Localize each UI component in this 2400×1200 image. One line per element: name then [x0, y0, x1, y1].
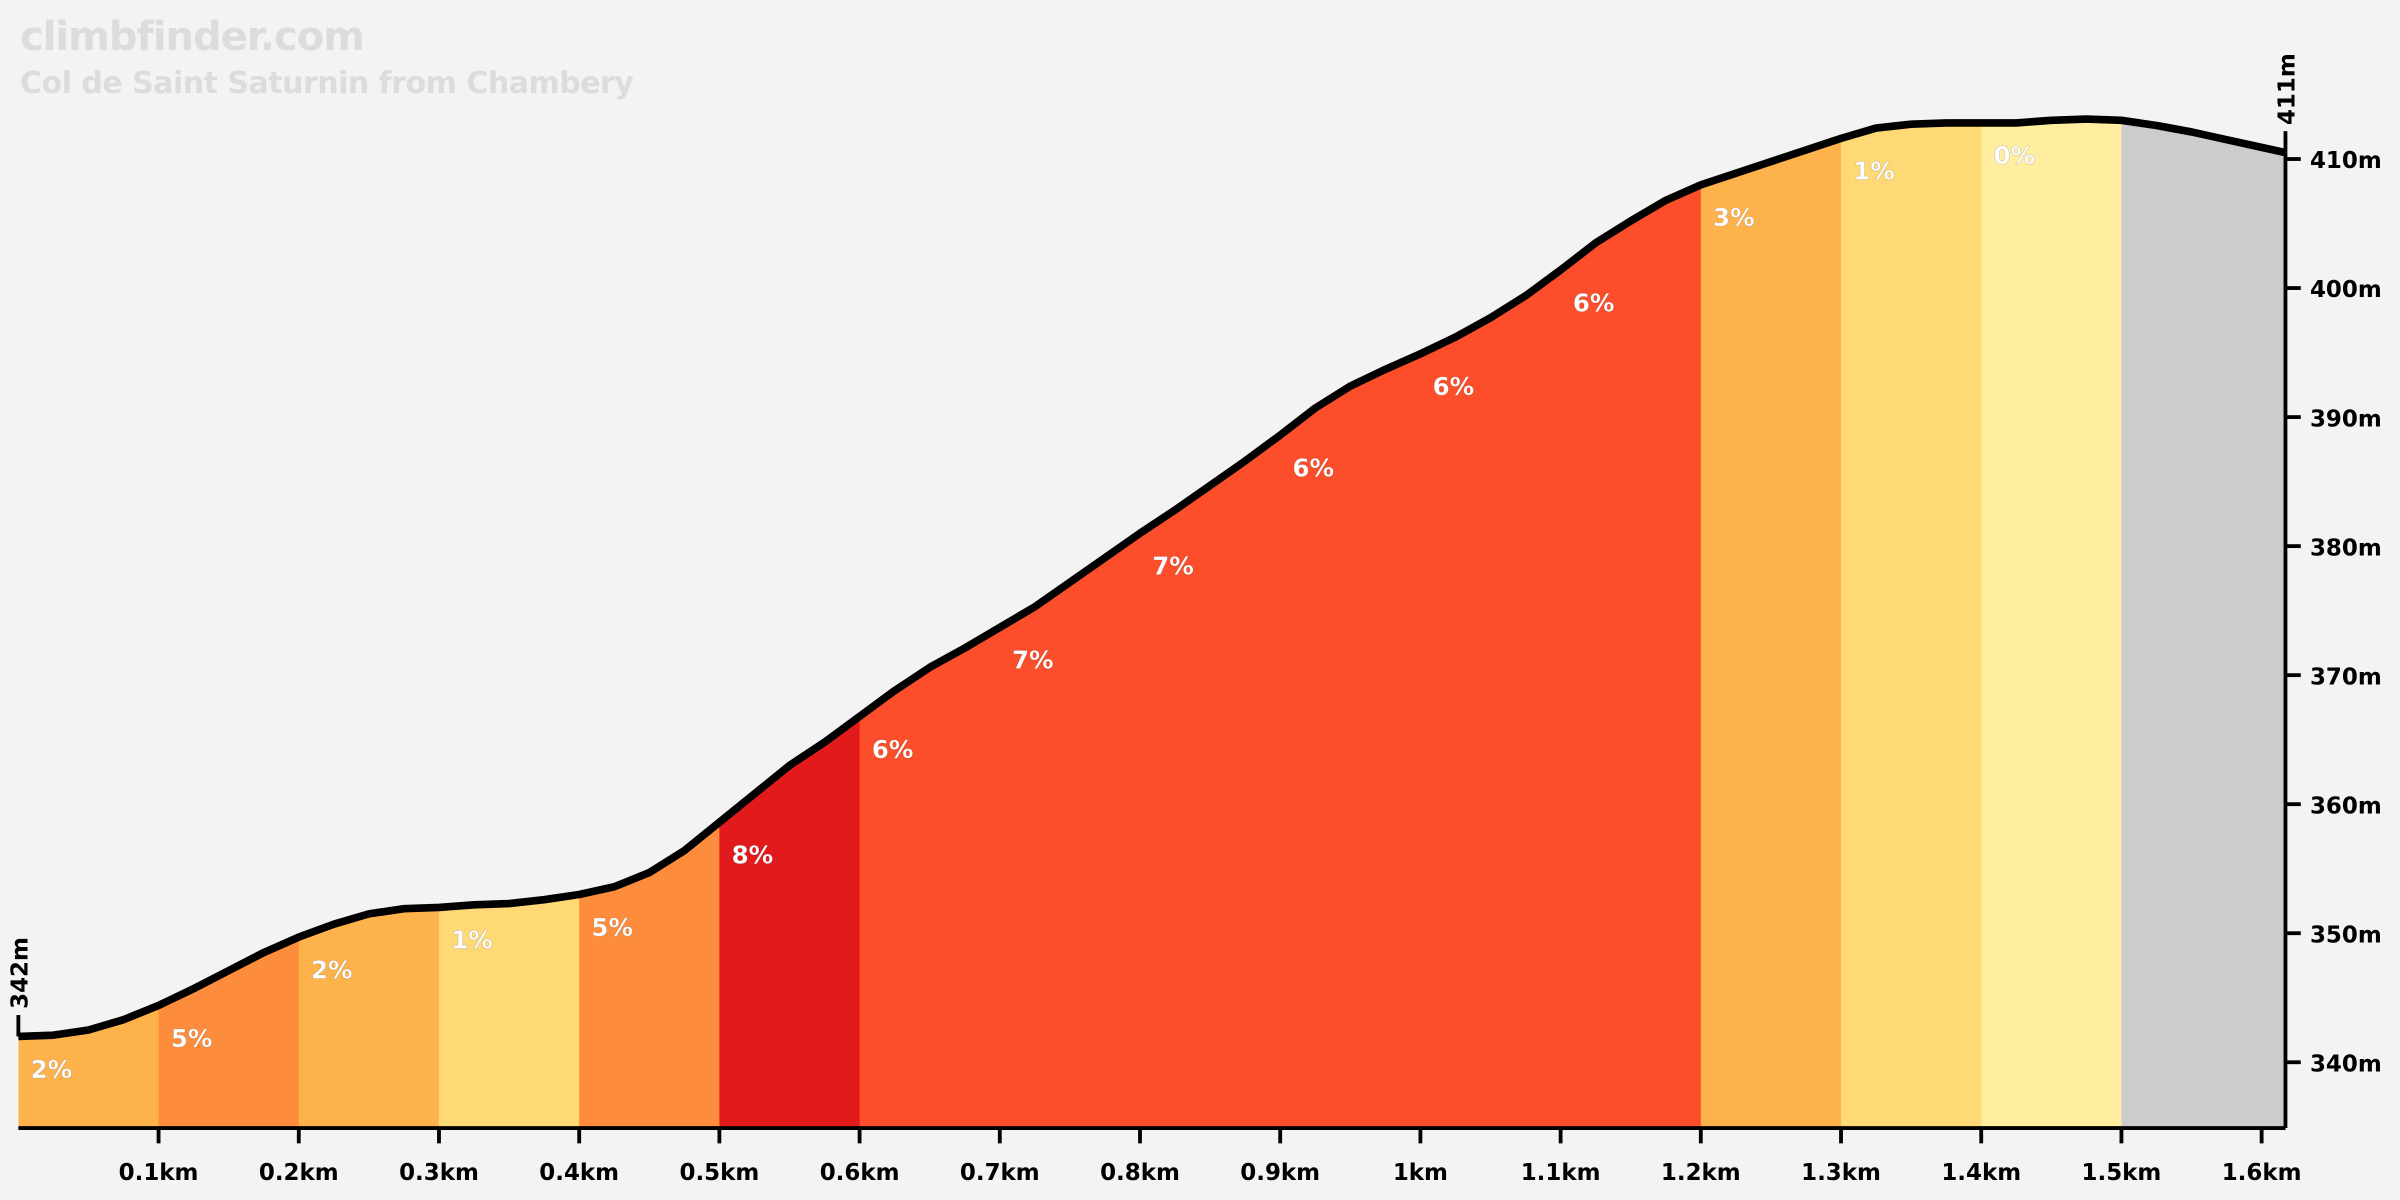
x-tick-label: 1.1km: [1521, 1160, 1601, 1186]
gradient-label: 0%: [1993, 141, 2035, 170]
gradient-label: 2%: [31, 1055, 73, 1084]
gradient-label: 6%: [872, 735, 914, 764]
gradient-segment: [1981, 119, 2123, 1129]
gradient-label: 6%: [1573, 288, 1615, 317]
gradient-segment: [2121, 119, 2286, 1129]
gradient-segment: [999, 119, 1141, 1129]
y-tick-label: 410m: [2310, 148, 2382, 174]
gradient-label: 6%: [1292, 453, 1334, 482]
gradient-label: 5%: [591, 913, 633, 942]
x-tick-label: 1.3km: [1801, 1160, 1881, 1186]
y-tick-label: 350m: [2310, 922, 2382, 948]
gradient-segment: [1841, 119, 1982, 1129]
x-tick-label: 0.6km: [820, 1160, 900, 1186]
y-tick-label: 360m: [2310, 793, 2382, 819]
elevation-line: [18, 115, 2287, 1041]
gradient-label: 2%: [311, 955, 353, 984]
x-tick-label: 0.3km: [399, 1160, 479, 1186]
x-tick-label: 1.2km: [1661, 1160, 1741, 1186]
x-tick-label: 0.7km: [960, 1160, 1040, 1186]
start-elevation-label: 342m: [8, 937, 34, 1009]
y-tick-label: 370m: [2310, 664, 2382, 690]
gradient-label: 8%: [732, 841, 774, 870]
gradient-label: 7%: [1152, 552, 1194, 581]
x-tick-label: 0.1km: [119, 1160, 199, 1186]
climb-title: Col de Saint Saturnin from Chambery: [20, 66, 634, 101]
gradient-segment: [1420, 119, 1562, 1129]
gradient-segment: [1700, 119, 1842, 1129]
x-tick-label: 0.8km: [1100, 1160, 1180, 1186]
gradient-segment: [579, 119, 721, 1129]
gradient-label: 7%: [1012, 646, 1054, 675]
x-tick-label: 0.9km: [1240, 1160, 1320, 1186]
end-elevation-label: 411m: [2275, 53, 2301, 125]
gradient-segment: [719, 119, 861, 1129]
x-tick-label: 1.5km: [2082, 1160, 2162, 1186]
x-tick-label: 0.4km: [539, 1160, 619, 1186]
gradient-segment: [859, 119, 1001, 1129]
gradient-label: 5%: [171, 1024, 213, 1053]
gradient-segment: [438, 119, 580, 1129]
gradient-segment: [18, 119, 160, 1129]
gradient-label: 1%: [451, 926, 493, 955]
gradient-segment: [158, 119, 300, 1129]
y-tick-label: 340m: [2310, 1051, 2382, 1077]
y-tick-label: 390m: [2310, 406, 2382, 432]
x-tick-label: 0.2km: [259, 1160, 339, 1186]
x-tick-label: 0.5km: [679, 1160, 759, 1186]
x-tick-label: 1km: [1393, 1160, 1448, 1186]
y-tick-label: 400m: [2310, 277, 2382, 303]
site-title: climbfinder.com: [20, 14, 365, 60]
gradient-label: 6%: [1433, 372, 1475, 401]
x-tick-label: 1.4km: [1941, 1160, 2021, 1186]
gradient-label: 1%: [1853, 157, 1895, 186]
y-tick-label: 380m: [2310, 535, 2382, 561]
gradient-segment: [1280, 119, 1422, 1129]
gradient-label: 3%: [1713, 203, 1755, 232]
gradient-segment: [1560, 119, 1702, 1129]
x-tick-label: 1.6km: [2222, 1160, 2302, 1186]
